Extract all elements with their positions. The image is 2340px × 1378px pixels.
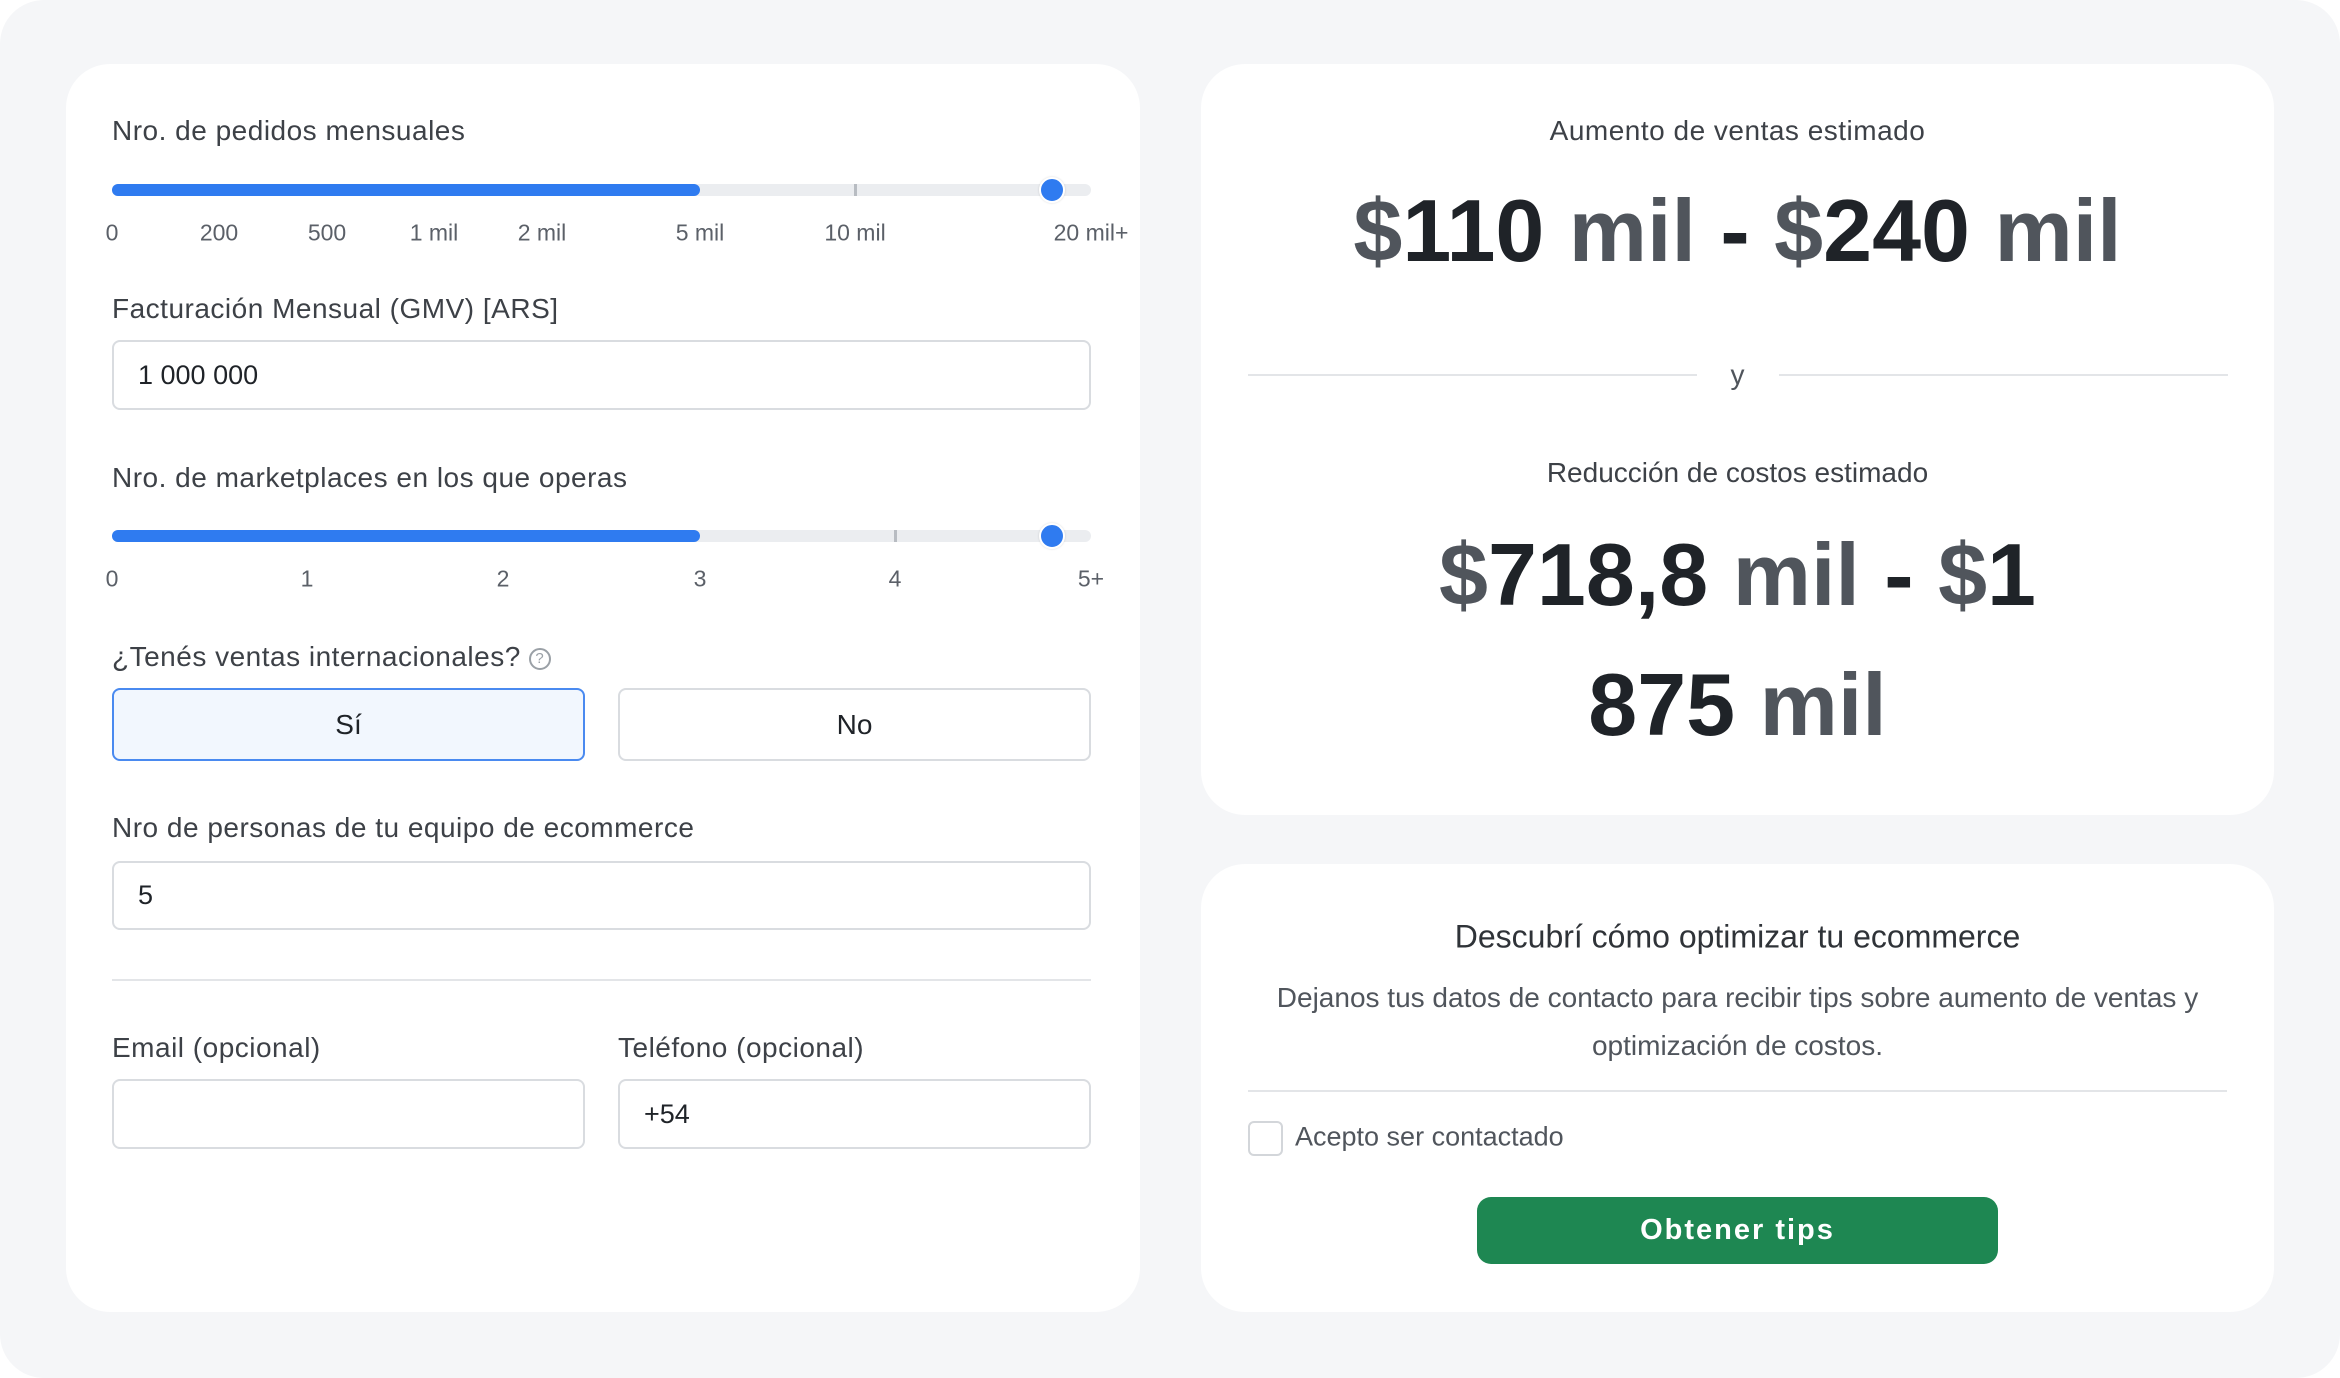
separator-line-left xyxy=(1248,374,1697,376)
phone-input[interactable]: +54 xyxy=(618,1079,1091,1149)
marketplaces-tick-label: 2 xyxy=(496,565,510,592)
orders-tick-label: 500 xyxy=(307,219,347,246)
sales-value: $110 mil - $240 mil xyxy=(1353,181,2122,280)
gmv-label: Facturación Mensual (GMV) [ARS] xyxy=(112,293,559,324)
orders-tick-label: 200 xyxy=(199,219,239,246)
team-label: Nro de personas de tu equipo de ecommerc… xyxy=(112,812,695,843)
tips-title: Descubrí cómo optimizar tu ecommerce xyxy=(1454,918,2021,955)
marketplaces-tick-label: 3 xyxy=(693,565,707,592)
form-divider xyxy=(112,979,1091,981)
team-size-input[interactable]: 5 xyxy=(112,861,1091,930)
orders-tick-label: 1 mil xyxy=(409,219,459,246)
costs-label: Reducción de costos estimado xyxy=(1546,457,1929,488)
orders-label: Nro. de pedidos mensuales xyxy=(112,115,466,146)
marketplaces-tick-label: 5+ xyxy=(1077,565,1105,592)
consent-checkbox[interactable] xyxy=(1248,1121,1283,1156)
marketplaces-slider-tick xyxy=(894,530,897,542)
gmv-input[interactable]: 1 000 000 xyxy=(112,340,1091,410)
international-label-text: ¿Tenés ventas internacionales? xyxy=(112,641,521,672)
tips-divider xyxy=(1248,1090,2227,1092)
orders-tick-label: 5 mil xyxy=(675,219,725,246)
sales-label: Aumento de ventas estimado xyxy=(1549,115,1926,146)
orders-tick-label: 20 mil+ xyxy=(1053,219,1129,246)
orders-slider-thumb[interactable] xyxy=(1039,177,1065,203)
marketplaces-tick-label: 4 xyxy=(888,565,902,592)
orders-slider-fill xyxy=(112,184,700,196)
email-input[interactable] xyxy=(112,1079,585,1149)
tips-description-line2: optimización de costos. xyxy=(1591,1030,1884,1061)
separator-line-right xyxy=(1779,374,2228,376)
orders-tick-label: 10 mil xyxy=(824,219,886,246)
international-yes-button[interactable]: Sí xyxy=(112,688,585,761)
question-circle-icon[interactable]: ? xyxy=(528,647,551,670)
get-tips-button[interactable]: Obtener tips xyxy=(1477,1197,1998,1264)
marketplaces-slider-fill xyxy=(112,530,700,542)
tips-description-line1: Dejanos tus datos de contacto para recib… xyxy=(1276,982,2199,1013)
results-card: Aumento de ventas estimado $110 mil - $2… xyxy=(1201,64,2274,815)
orders-tick-label: 0 xyxy=(105,219,119,246)
separator-text: y xyxy=(1730,359,1745,390)
tips-card: Descubrí cómo optimizar tu ecommerce Dej… xyxy=(1201,864,2274,1312)
marketplaces-tick-label: 1 xyxy=(300,565,314,592)
marketplaces-slider-thumb[interactable] xyxy=(1039,523,1065,549)
phone-label: Teléfono (opcional) xyxy=(618,1032,865,1063)
orders-slider-tick xyxy=(854,184,857,196)
marketplaces-tick-label: 0 xyxy=(105,565,119,592)
email-label: Email (opcional) xyxy=(112,1032,321,1063)
international-label: ¿Tenés ventas internacionales?? xyxy=(112,641,551,673)
consent-label[interactable]: Acepto ser contactado xyxy=(1295,1121,1564,1152)
costs-value: $718,8 mil - $1 875 mil xyxy=(1439,525,2036,754)
marketplaces-label: Nro. de marketplaces en los que operas xyxy=(112,462,628,493)
orders-tick-label: 2 mil xyxy=(517,219,567,246)
international-no-button[interactable]: No xyxy=(618,688,1091,761)
